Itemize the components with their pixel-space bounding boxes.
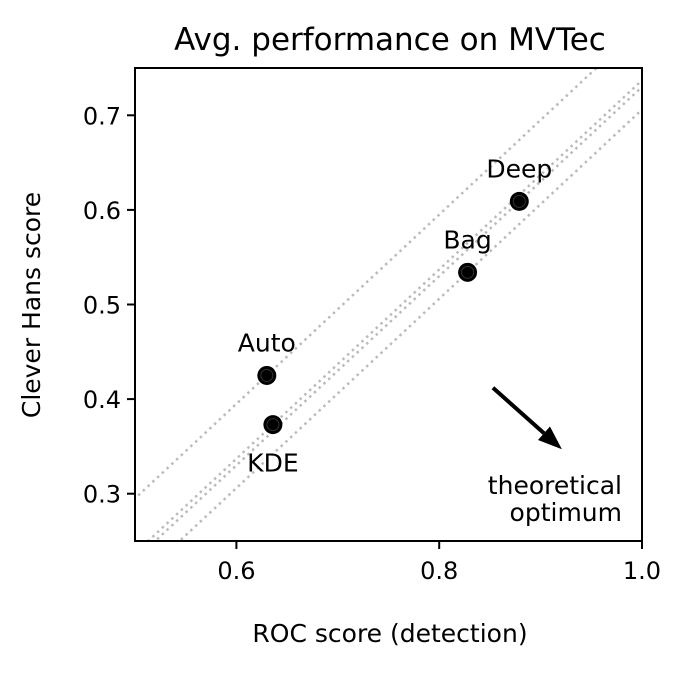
point-label: Auto (238, 328, 296, 357)
y-tick-label: 0.4 (83, 386, 121, 414)
y-axis-label: Clever Hans score (17, 192, 46, 418)
annotation-text: theoretical (488, 471, 622, 500)
arrow-shaft (491, 386, 546, 435)
x-tick-label: 0.6 (217, 557, 255, 585)
x-tick-label: 1.0 (623, 557, 661, 585)
data-point-ring (512, 194, 526, 208)
reference-line (153, 85, 642, 541)
y-tick-label: 0.3 (83, 481, 121, 509)
reference-line (146, 78, 642, 541)
reference-lines (135, 68, 642, 541)
data-point-ring (266, 418, 280, 432)
data-point-deep (509, 191, 529, 211)
x-ticks: 0.6 0.8 1.0 (217, 541, 661, 585)
x-axis-label: ROC score (detection) (252, 619, 527, 648)
arrow-head-icon (537, 426, 562, 450)
point-label: Bag (443, 225, 491, 254)
y-ticks: 0.3 0.4 0.5 0.6 0.7 (83, 102, 135, 509)
data-point-kde (263, 415, 283, 435)
x-tick-label: 0.8 (420, 557, 458, 585)
y-tick-label: 0.5 (83, 292, 121, 320)
data-point-ring (461, 265, 475, 279)
chart-title: Avg. performance on MVTec (174, 22, 606, 58)
point-label: KDE (247, 449, 298, 478)
y-tick-label: 0.6 (83, 197, 121, 225)
data-point-auto (257, 365, 277, 385)
y-tick-label: 0.7 (83, 102, 121, 130)
annotation-text: optimum (510, 498, 622, 527)
points: Deep Bag Auto KDE (238, 154, 552, 477)
point-label: Deep (486, 154, 552, 183)
data-point-ring (260, 368, 274, 382)
data-point-bag (458, 262, 478, 282)
